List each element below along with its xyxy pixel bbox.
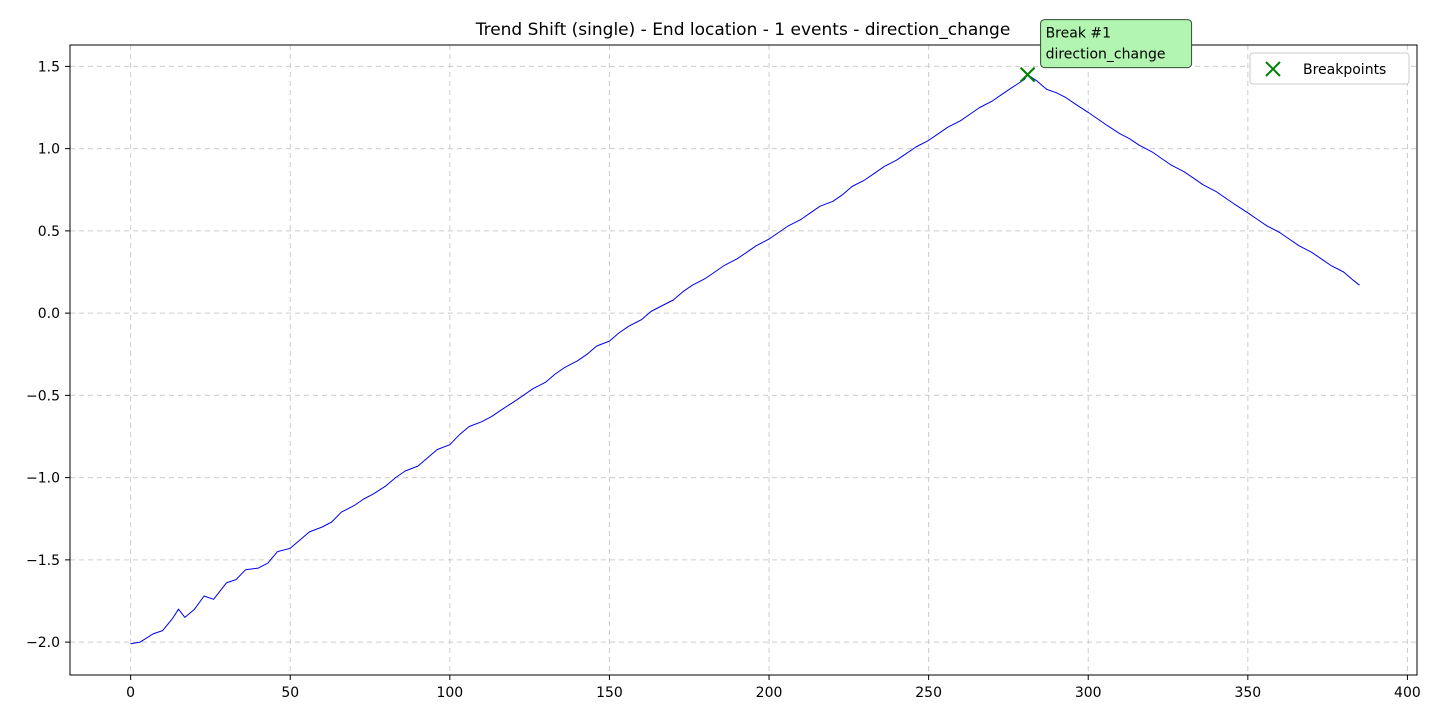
x-tick-label: 200 xyxy=(756,685,783,701)
y-tick-label: −1.5 xyxy=(26,553,60,569)
annotation-layer: Break #1 direction_change xyxy=(1040,19,1193,69)
breakpoint-layer xyxy=(1019,66,1036,83)
x-tick-label: 300 xyxy=(1075,685,1102,701)
x-tick-label: 150 xyxy=(596,685,623,701)
series-layer xyxy=(130,74,1360,645)
series-line xyxy=(130,74,1360,645)
breakpoint-label-line: direction_change xyxy=(1046,47,1166,63)
y-tick-label: 1.0 xyxy=(38,142,60,158)
x-tick-label: 100 xyxy=(436,685,463,701)
breakpoint-marker xyxy=(1019,66,1036,83)
y-axis: −2.0 −1.5 −1.0 −0.5 0.0 0.5 1.0 1.5 xyxy=(26,59,70,651)
grid xyxy=(70,45,1417,675)
legend-marker-breakpoints xyxy=(1265,61,1281,77)
y-tick-label: −0.5 xyxy=(26,388,60,404)
y-tick-label: 0.5 xyxy=(38,224,60,240)
x-tick-label: 400 xyxy=(1394,685,1421,701)
y-tick-label: 1.5 xyxy=(38,59,60,75)
x-tick-label: 250 xyxy=(915,685,942,701)
y-tick-label: −2.0 xyxy=(26,635,60,651)
legend-frame xyxy=(1249,52,1410,85)
legend: Breakpoints xyxy=(1249,52,1410,85)
plot-frame xyxy=(69,44,1418,676)
chart-title: Trend Shift (single) - End location - 1 … xyxy=(475,20,1011,40)
x-tick-label: 50 xyxy=(281,685,299,701)
y-tick-label: 0.0 xyxy=(38,306,60,322)
y-tick-label: −1.0 xyxy=(26,471,60,487)
legend-label-breakpoints: Breakpoints xyxy=(1303,62,1386,78)
x-tick-label: 350 xyxy=(1234,685,1261,701)
breakpoint-label-line: Break #1 xyxy=(1046,26,1111,42)
breakpoint-label-box xyxy=(1040,19,1193,69)
x-tick-label: 0 xyxy=(126,685,135,701)
x-axis: 0 50 100 150 200 250 300 350 400 xyxy=(126,675,1421,701)
